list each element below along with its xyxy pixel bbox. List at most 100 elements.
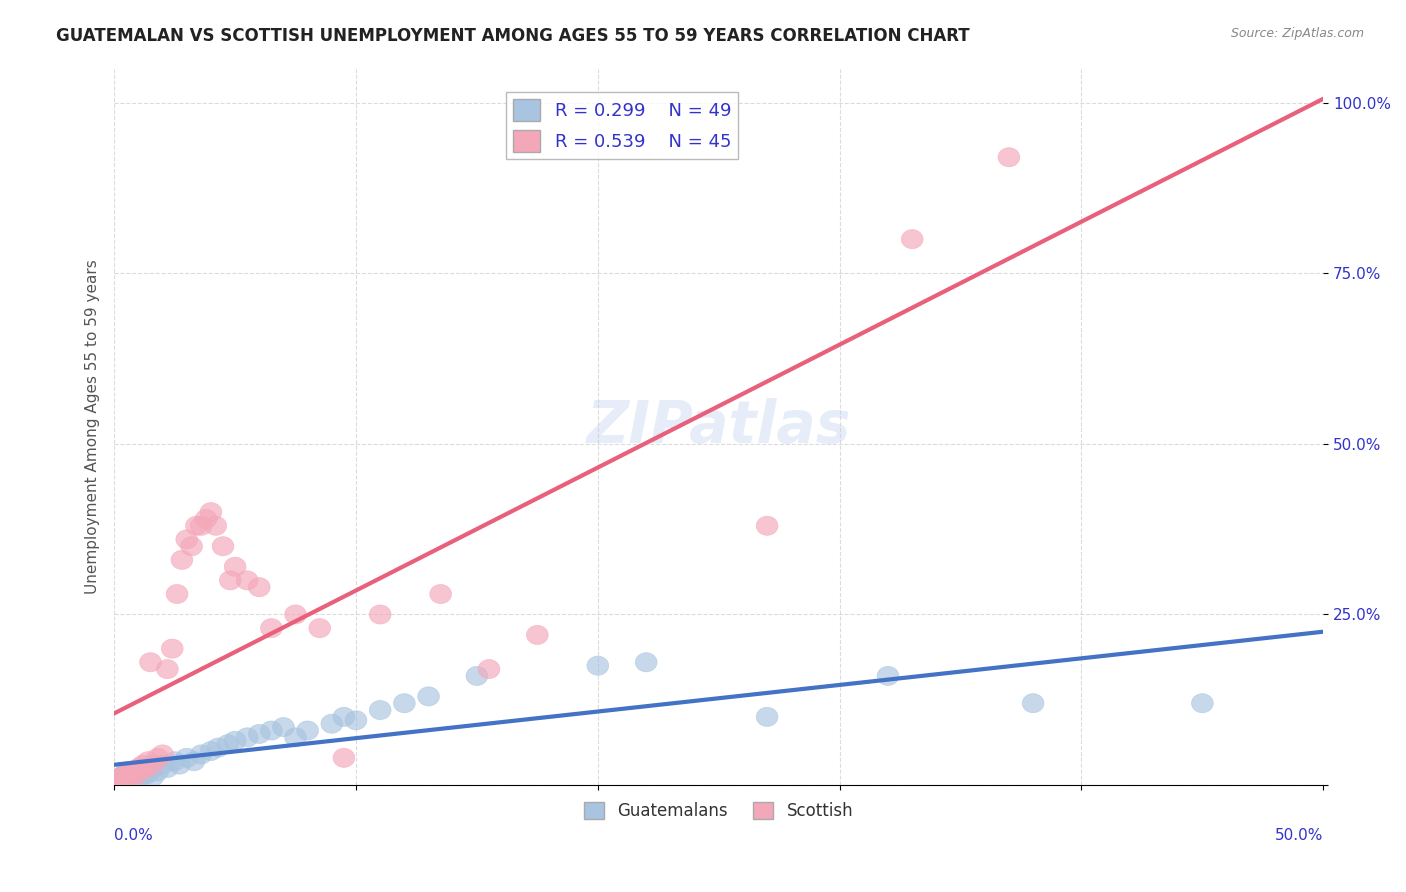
- Ellipse shape: [183, 752, 205, 771]
- Ellipse shape: [586, 657, 609, 675]
- Ellipse shape: [125, 764, 146, 782]
- Ellipse shape: [418, 687, 440, 706]
- Ellipse shape: [132, 762, 155, 781]
- Ellipse shape: [112, 769, 135, 788]
- Ellipse shape: [142, 767, 163, 787]
- Ellipse shape: [163, 752, 186, 771]
- Ellipse shape: [1191, 694, 1213, 713]
- Ellipse shape: [207, 738, 229, 757]
- Ellipse shape: [176, 748, 198, 767]
- Ellipse shape: [122, 762, 145, 781]
- Ellipse shape: [139, 758, 162, 778]
- Ellipse shape: [877, 666, 898, 685]
- Ellipse shape: [108, 770, 129, 789]
- Ellipse shape: [156, 659, 179, 679]
- Ellipse shape: [236, 728, 259, 747]
- Ellipse shape: [115, 765, 138, 784]
- Ellipse shape: [169, 756, 190, 774]
- Ellipse shape: [273, 717, 294, 737]
- Ellipse shape: [156, 758, 179, 778]
- Ellipse shape: [284, 605, 307, 624]
- Legend: Guatemalans, Scottish: Guatemalans, Scottish: [578, 796, 860, 827]
- Ellipse shape: [526, 625, 548, 645]
- Ellipse shape: [129, 767, 152, 787]
- Ellipse shape: [224, 558, 246, 576]
- Ellipse shape: [146, 748, 169, 767]
- Ellipse shape: [394, 694, 415, 713]
- Ellipse shape: [249, 578, 270, 597]
- Ellipse shape: [122, 765, 145, 784]
- Ellipse shape: [195, 509, 217, 528]
- Ellipse shape: [236, 571, 259, 590]
- Ellipse shape: [200, 502, 222, 522]
- Ellipse shape: [190, 745, 212, 764]
- Ellipse shape: [309, 618, 330, 638]
- Ellipse shape: [321, 714, 343, 733]
- Ellipse shape: [200, 741, 222, 761]
- Ellipse shape: [370, 605, 391, 624]
- Ellipse shape: [121, 767, 142, 787]
- Ellipse shape: [998, 148, 1019, 167]
- Ellipse shape: [333, 707, 354, 726]
- Ellipse shape: [111, 767, 132, 787]
- Ellipse shape: [111, 767, 132, 787]
- Ellipse shape: [166, 584, 188, 604]
- Ellipse shape: [135, 765, 156, 784]
- Ellipse shape: [756, 707, 778, 726]
- Ellipse shape: [138, 764, 159, 782]
- Ellipse shape: [186, 516, 207, 535]
- Ellipse shape: [128, 758, 149, 778]
- Ellipse shape: [125, 765, 146, 784]
- Ellipse shape: [636, 653, 657, 672]
- Ellipse shape: [181, 537, 202, 556]
- Ellipse shape: [901, 229, 924, 249]
- Ellipse shape: [344, 711, 367, 730]
- Ellipse shape: [108, 769, 129, 788]
- Ellipse shape: [138, 752, 159, 771]
- Ellipse shape: [297, 721, 319, 740]
- Ellipse shape: [224, 731, 246, 750]
- Ellipse shape: [219, 571, 242, 590]
- Text: Source: ZipAtlas.com: Source: ZipAtlas.com: [1230, 27, 1364, 40]
- Ellipse shape: [465, 666, 488, 685]
- Text: GUATEMALAN VS SCOTTISH UNEMPLOYMENT AMONG AGES 55 TO 59 YEARS CORRELATION CHART: GUATEMALAN VS SCOTTISH UNEMPLOYMENT AMON…: [56, 27, 970, 45]
- Ellipse shape: [370, 700, 391, 720]
- Ellipse shape: [260, 721, 283, 740]
- Ellipse shape: [162, 639, 183, 658]
- Ellipse shape: [115, 769, 138, 788]
- Ellipse shape: [249, 724, 270, 743]
- Text: 0.0%: 0.0%: [114, 828, 153, 843]
- Ellipse shape: [1022, 694, 1045, 713]
- Ellipse shape: [132, 756, 155, 774]
- Ellipse shape: [118, 770, 139, 789]
- Text: ZIPatlas: ZIPatlas: [586, 399, 851, 455]
- Ellipse shape: [260, 618, 283, 638]
- Ellipse shape: [111, 772, 132, 791]
- Ellipse shape: [129, 762, 152, 781]
- Ellipse shape: [115, 762, 138, 781]
- Ellipse shape: [176, 530, 198, 549]
- Ellipse shape: [212, 537, 233, 556]
- Ellipse shape: [146, 762, 169, 781]
- Ellipse shape: [430, 584, 451, 604]
- Ellipse shape: [205, 516, 226, 535]
- Ellipse shape: [152, 756, 173, 774]
- Ellipse shape: [139, 653, 162, 672]
- Ellipse shape: [284, 728, 307, 747]
- Ellipse shape: [333, 748, 354, 767]
- Ellipse shape: [172, 550, 193, 569]
- Ellipse shape: [112, 765, 135, 784]
- Ellipse shape: [105, 770, 128, 789]
- Ellipse shape: [152, 745, 173, 764]
- Ellipse shape: [105, 769, 128, 788]
- Ellipse shape: [190, 516, 212, 535]
- Ellipse shape: [121, 767, 142, 787]
- Ellipse shape: [128, 769, 149, 788]
- Ellipse shape: [217, 735, 239, 754]
- Y-axis label: Unemployment Among Ages 55 to 59 years: Unemployment Among Ages 55 to 59 years: [86, 260, 100, 594]
- Ellipse shape: [478, 659, 501, 679]
- Ellipse shape: [118, 764, 139, 782]
- Ellipse shape: [756, 516, 778, 535]
- Ellipse shape: [135, 758, 156, 778]
- Text: 50.0%: 50.0%: [1275, 828, 1323, 843]
